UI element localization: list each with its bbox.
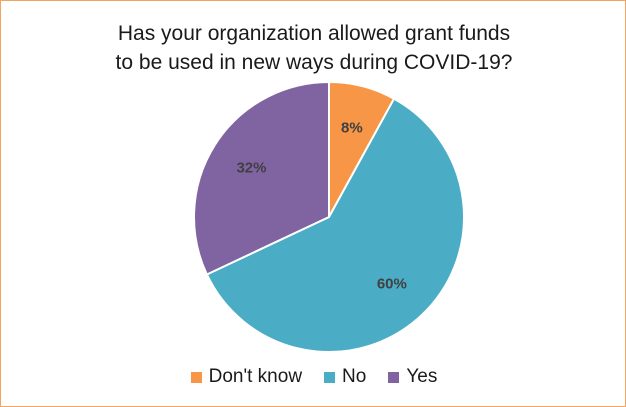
data-label-yes: 32% [236,159,266,176]
pie-slice-yes [193,80,330,276]
legend-label-dont-know: Don't know [208,366,303,387]
legend-swatch-dont-know [190,371,202,383]
legend-item-dont-know: Don't know [190,366,303,388]
legend-swatch-no [324,371,336,383]
legend-swatch-yes [388,371,400,383]
data-label-no: 60% [377,275,407,292]
legend-label-no: No [342,366,367,387]
legend-item-yes: Yes [388,366,437,388]
data-label-don-t-know: 8% [341,120,363,137]
pie-slice-no [205,97,465,353]
chart-title-line-2: to be used in new ways during COVID-19? [115,51,513,74]
chart-title: Has your organization allowed grant fund… [1,19,625,77]
chart-legend: Don't know No Yes [1,366,625,388]
legend-label-yes: Yes [406,366,438,387]
chart-title-line-1: Has your organization allowed grant fund… [117,22,511,45]
legend-item-no: No [324,366,366,388]
